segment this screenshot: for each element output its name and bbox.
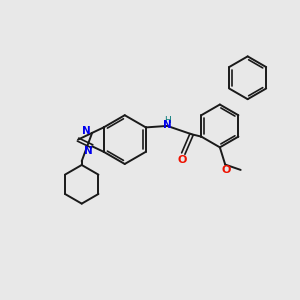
Text: H: H xyxy=(164,116,171,125)
Text: O: O xyxy=(177,154,187,164)
Text: O: O xyxy=(221,165,230,175)
Text: N: N xyxy=(163,120,172,130)
Text: N: N xyxy=(84,146,93,156)
Text: N: N xyxy=(82,126,91,136)
